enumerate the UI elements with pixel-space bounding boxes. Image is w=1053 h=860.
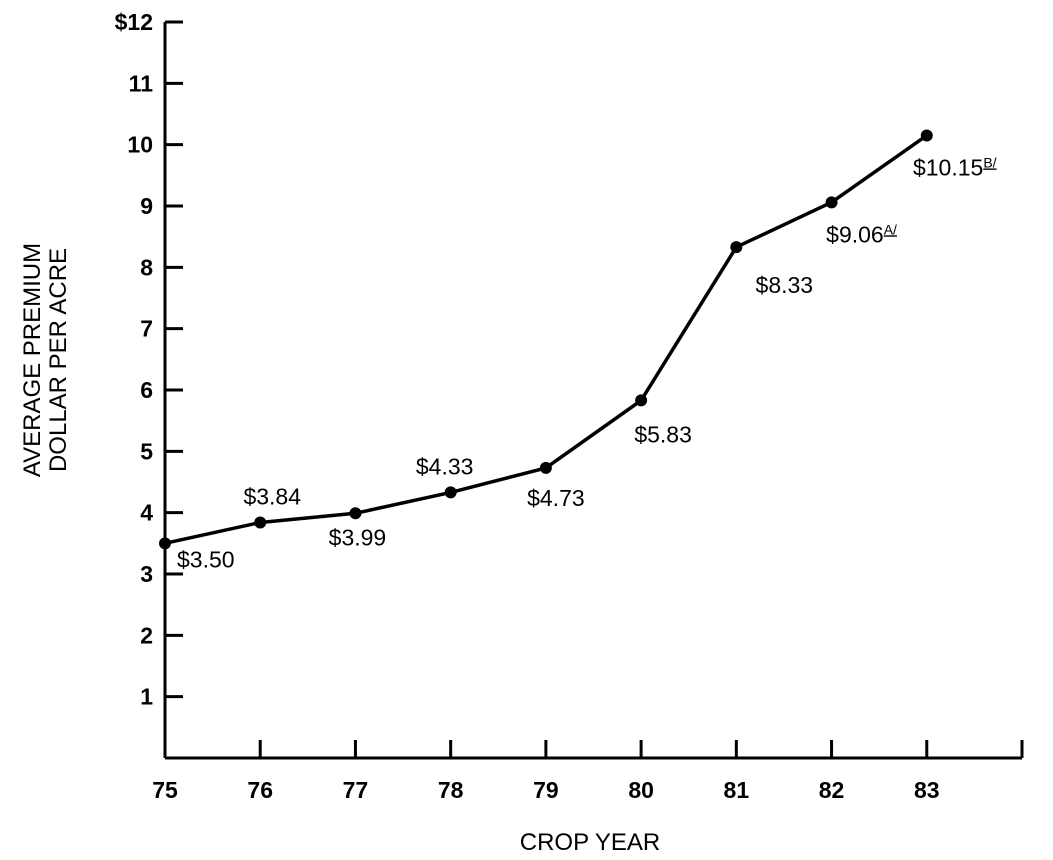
footnote-marker: B/ — [983, 154, 996, 170]
x-tick-label: 80 — [628, 777, 654, 803]
data-label: $10.15B/ — [913, 154, 997, 180]
y-tick-label: 1 — [140, 684, 153, 710]
y-tick-label: 10 — [127, 132, 153, 158]
y-tick-label: 9 — [140, 193, 153, 219]
series-line-path — [164, 134, 928, 546]
data-label: $3.84 — [243, 483, 301, 509]
y-tick-label: 11 — [129, 70, 154, 96]
y-tick-label: 5 — [140, 438, 153, 464]
data-point — [635, 394, 648, 407]
data-label: $4.33 — [416, 453, 474, 479]
data-point — [254, 516, 267, 529]
y-tick-label: 2 — [140, 622, 153, 648]
y-axis-title-line1: AVERAGE PREMIUM — [19, 243, 46, 477]
data-label: $9.06A/ — [826, 221, 897, 247]
x-tick-label: 79 — [533, 777, 559, 803]
x-tick-label: 82 — [819, 777, 845, 803]
data-points — [159, 129, 933, 550]
data-label: $3.99 — [329, 524, 387, 550]
data-label: $8.33 — [756, 272, 814, 298]
y-tick-label: 7 — [140, 316, 153, 342]
y-tick-label: 3 — [140, 561, 153, 587]
data-point — [349, 507, 362, 520]
x-tick-label: 75 — [152, 777, 178, 803]
axes — [163, 22, 1022, 760]
y-tick-label: 4 — [140, 500, 153, 526]
footnote-marker: A/ — [884, 221, 897, 237]
data-point — [825, 196, 838, 209]
y-tick-label: 6 — [140, 377, 153, 403]
x-tick-label: 76 — [247, 777, 273, 803]
data-point — [920, 129, 933, 142]
data-labels: $3.50 $3.84 $3.99 $4.33 $4.73 $5.83 $8.33 $9.06… — [177, 154, 997, 572]
x-tick-label: 78 — [438, 777, 464, 803]
data-point — [730, 241, 743, 254]
y-tick-label: $12 — [115, 9, 153, 35]
y-axis-title-line2: DOLLAR PER ACRE — [45, 248, 72, 472]
x-axis-title: CROP YEAR — [520, 829, 661, 856]
series-line — [164, 134, 928, 546]
data-point — [159, 537, 171, 550]
data-point — [539, 461, 552, 474]
x-tick-label: 83 — [914, 777, 940, 803]
x-tick-label: 77 — [343, 777, 369, 803]
x-tick-label: 81 — [724, 777, 750, 803]
data-label: $4.73 — [527, 485, 585, 511]
y-tick-label: 8 — [140, 254, 153, 280]
data-label: $3.50 — [177, 546, 235, 572]
data-point — [444, 486, 457, 499]
data-label: $5.83 — [634, 421, 692, 447]
